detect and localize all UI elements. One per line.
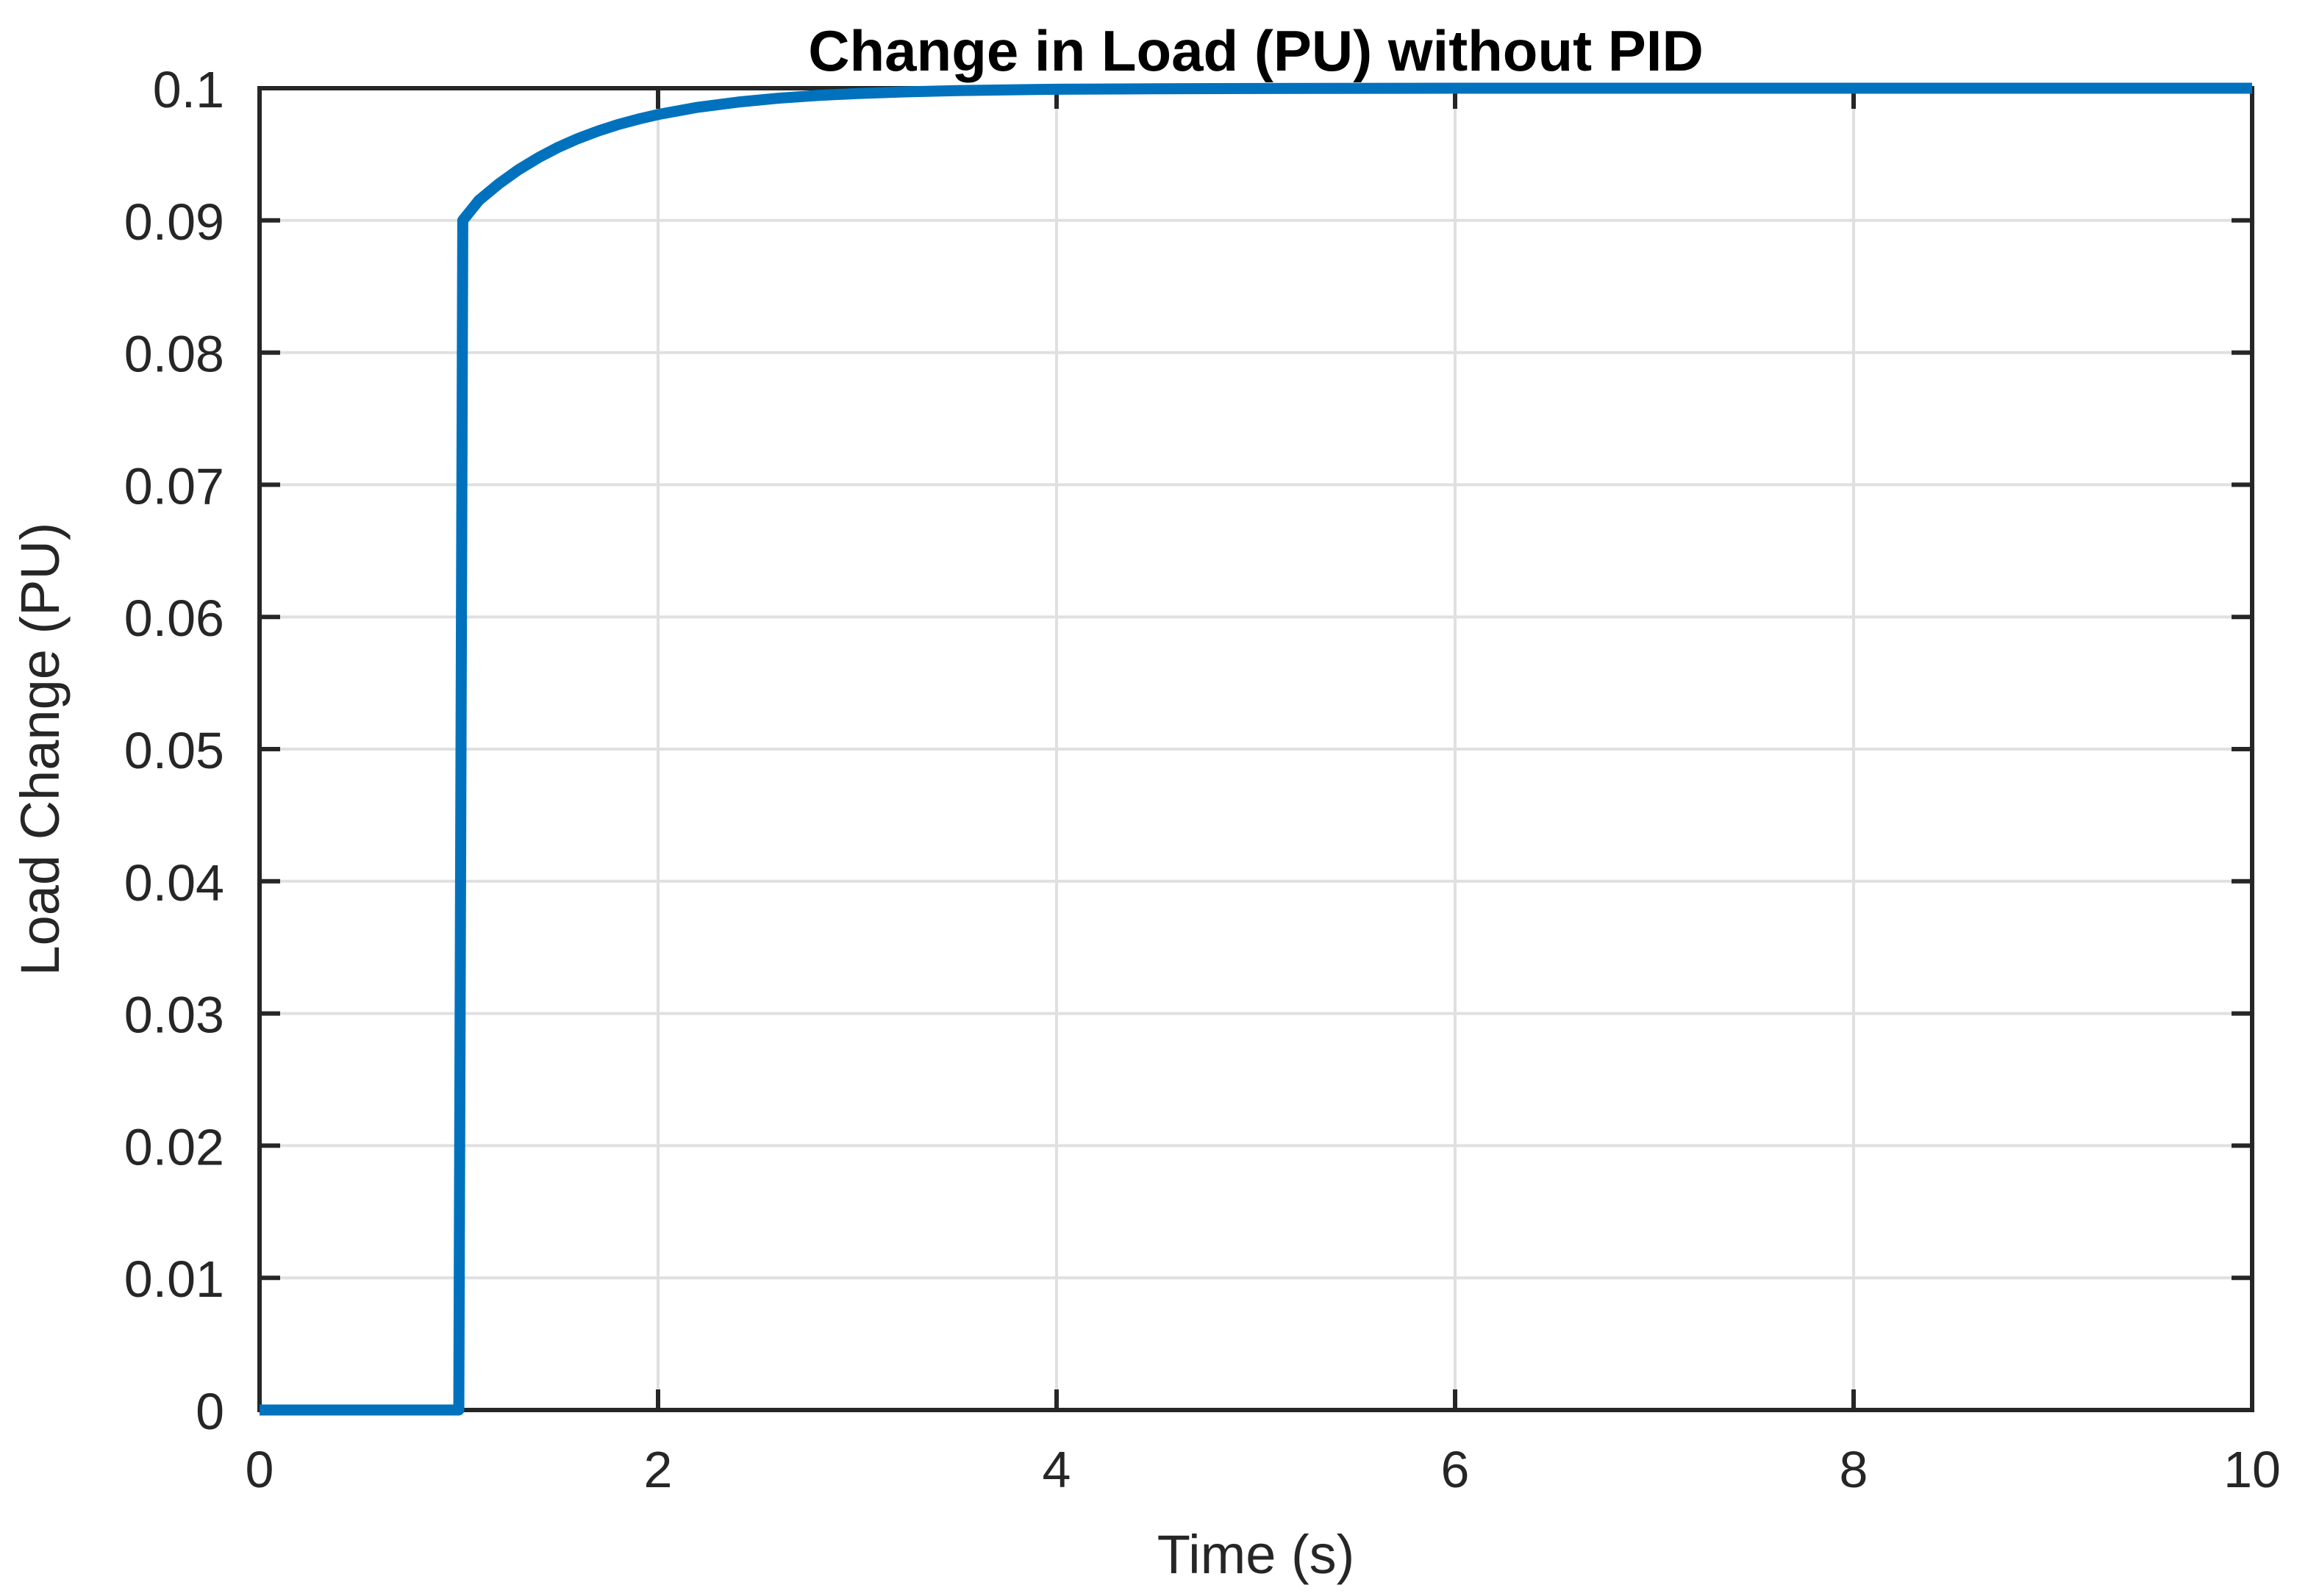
y-tick-label: 0.08 [124,326,224,383]
x-tick-label: 8 [1840,1441,1868,1498]
y-axis-label: Load Change (PU) [10,522,71,976]
x-tick-label: 6 [1441,1441,1470,1498]
tick-labels-layer: 0 2 4 6 8 10 0 0.01 0.02 0.03 0.04 0.05 0.06 0.07 0.08… [124,61,2281,1498]
y-tick-label: 0.01 [124,1250,224,1308]
tick-marks-layer [257,86,2254,1412]
y-tick-label: 0.05 [124,722,224,779]
grid-layer [260,88,2252,1410]
y-tick-label: 0.02 [124,1118,224,1175]
x-axis-label: Time (s) [1157,1524,1355,1585]
y-tick-label: 0.06 [124,590,224,647]
y-tick-label: 0.09 [124,193,224,251]
y-tick-label: 0.03 [124,987,224,1044]
y-tick-label: 0.04 [124,854,224,912]
x-tick-label: 4 [1043,1441,1071,1498]
y-tick-label: 0.1 [153,61,224,118]
y-tick-label: 0 [196,1383,224,1440]
curve-layer [260,82,2252,1416]
load-change-curve [260,82,2252,1416]
chart-title: Change in Load (PU) without PID [808,18,1704,83]
y-tick-label: 0.07 [124,457,224,515]
x-tick-label: 0 [246,1441,274,1498]
x-tick-label: 2 [644,1441,673,1498]
x-tick-label: 10 [2223,1441,2281,1498]
